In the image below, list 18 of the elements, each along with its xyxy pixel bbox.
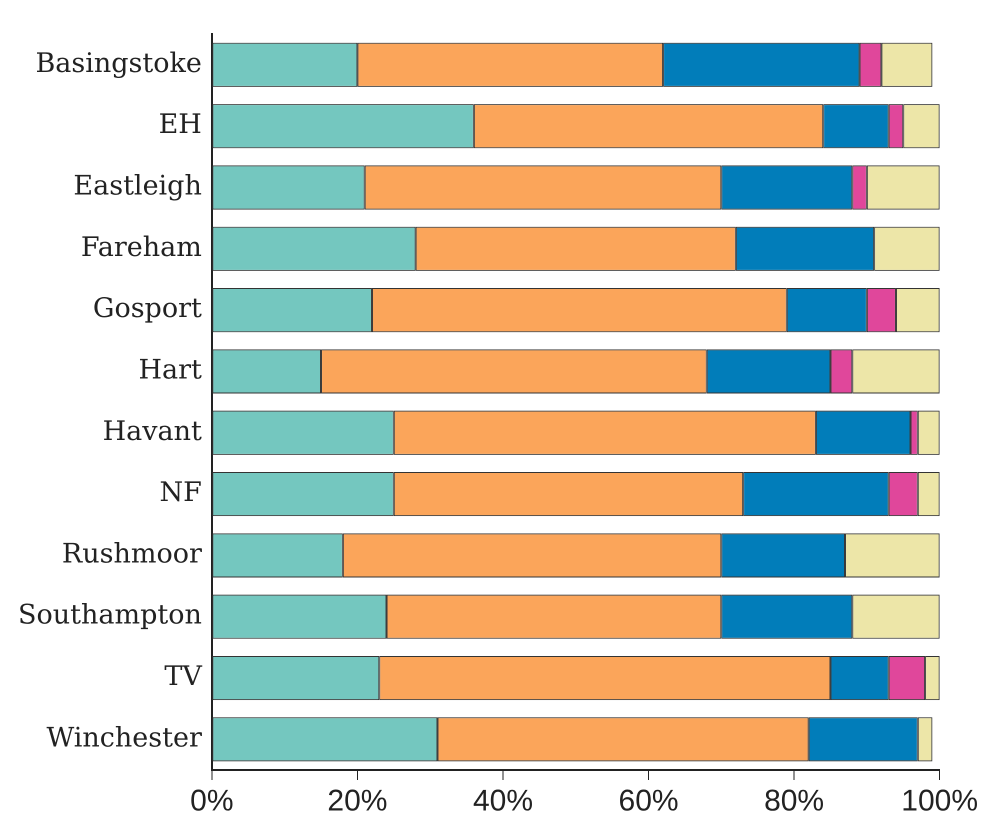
y-tick-label: Havant [102, 416, 202, 447]
y-tick-label: Basingstoke [35, 48, 202, 79]
y-tick-label: Hart [138, 354, 202, 386]
x-tick-label: 20% [327, 784, 388, 818]
x-tick-label: 40% [472, 784, 533, 818]
x-tick-label: 0% [190, 784, 234, 818]
x-tick-label: 80% [764, 784, 824, 818]
y-tick-label: Winchester [46, 722, 202, 754]
y-tick-label: Eastleigh [73, 170, 202, 202]
y-tick-label: Rushmoor [62, 538, 202, 570]
y-tick-label: Gosport [92, 293, 202, 324]
y-tick-label: Fareham [80, 232, 202, 263]
y-tick-label: TV [164, 661, 202, 692]
y-tick-label: NF [160, 477, 202, 508]
y-tick-label: EH [158, 109, 202, 140]
x-tick-label: 100% [901, 784, 978, 818]
x-tick-label: 60% [618, 784, 679, 818]
y-tick-label: Southampton [18, 600, 202, 631]
